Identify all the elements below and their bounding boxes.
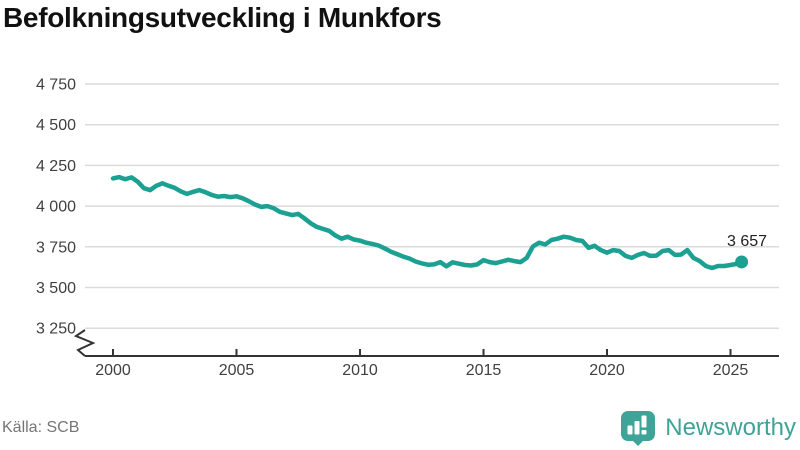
axis-break-squiggle [73,329,96,357]
last-point-marker [735,255,749,269]
y-tick-label: 4 000 [36,199,76,216]
x-tick-label: 2010 [342,362,378,379]
source-label: Källa: SCB [2,419,80,436]
population-line-chart: 4 750 4 500 4 250 4 000 3 750 3 500 3 250 2000 2… [36,77,779,379]
y-tick-label: 3 750 [36,239,76,256]
newsworthy-logo-icon [621,410,656,446]
x-tick-label: 2015 [466,362,502,379]
x-tick-label: 2000 [95,362,131,379]
last-value-label: 3 657 [727,233,767,250]
chart-title: Befolkningsutveckling i Munkfors [3,2,442,33]
population-line [110,174,744,271]
newsworthy-brand-name: Newsworthy [665,414,796,441]
x-tick-label: 2005 [219,362,255,379]
y-tick-label: 3 500 [36,280,76,297]
x-tick-label: 2025 [713,362,749,379]
y-tick-label: 3 250 [36,321,76,338]
chart-footer: Källa: SCB Newsworthy [0,406,800,450]
y-tick-label: 4 750 [36,77,76,94]
x-tick-label: 2020 [589,362,625,379]
newsworthy-brand[interactable]: Newsworthy [620,410,798,447]
y-tick-label: 4 250 [36,158,76,175]
y-tick-label: 4 500 [36,117,76,134]
